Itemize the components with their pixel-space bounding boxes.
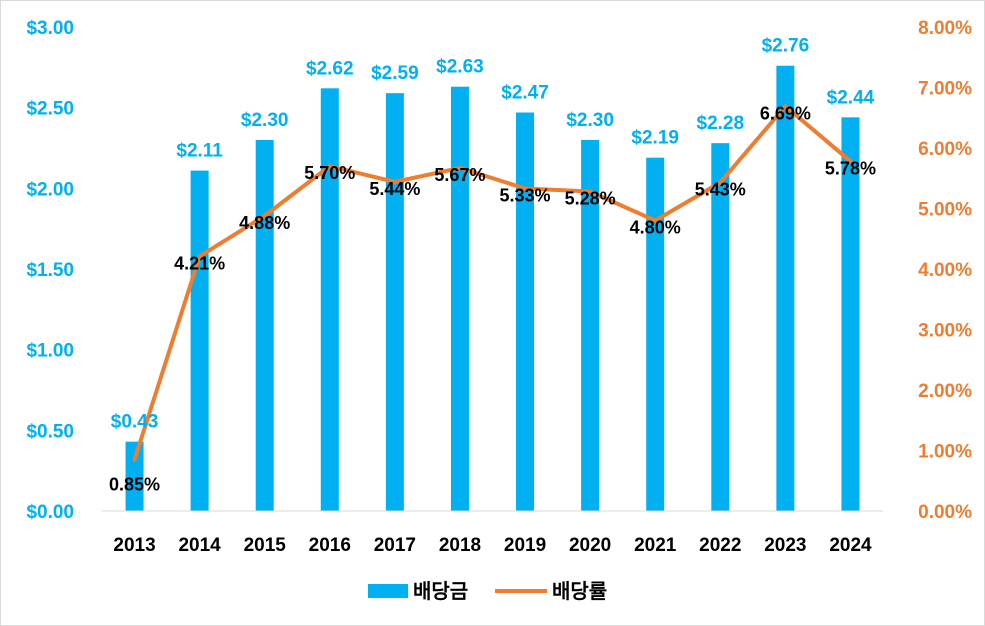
left-tick-label: $2.00 <box>26 179 74 200</box>
bar-value-label-2022: $2.28 <box>697 113 745 134</box>
yield-value-label-2021: 4.80% <box>630 218 681 238</box>
line-layer <box>132 104 853 462</box>
right-tick-label: 2.00% <box>918 381 972 402</box>
yield-value-label-2015: 4.88% <box>239 213 290 233</box>
right-tick-label: 1.00% <box>918 442 972 463</box>
right-tick-label: 3.00% <box>918 321 972 342</box>
bar-2015 <box>255 139 274 511</box>
yield-value-label-2013: 0.85% <box>109 475 160 495</box>
bar-value-label-2023: $2.76 <box>762 36 810 57</box>
bar-2017 <box>385 93 404 511</box>
right-tick-label: 5.00% <box>918 200 972 221</box>
bar-value-label-2017: $2.59 <box>371 63 419 84</box>
bar-2019 <box>516 112 535 512</box>
bar-2021 <box>646 157 665 511</box>
x-tick-label: 2015 <box>244 535 287 556</box>
x-tick-label: 2016 <box>309 535 351 556</box>
bar-2018 <box>450 86 469 512</box>
bar-2014 <box>190 170 209 511</box>
bar-2024 <box>841 117 860 511</box>
x-tick-label: 2023 <box>764 535 806 556</box>
bar-2013 <box>125 441 144 511</box>
left-tick-label: $3.00 <box>26 18 74 39</box>
bar-value-label-2021: $2.19 <box>631 128 679 149</box>
yield-value-label-2016: 5.70% <box>304 163 355 183</box>
bar-value-label-2013: $0.43 <box>111 412 159 433</box>
left-tick-label: $1.50 <box>26 260 74 281</box>
x-tick-label: 2022 <box>699 535 741 556</box>
left-tick-label: $2.50 <box>26 99 74 120</box>
x-tick-label: 2014 <box>178 535 221 556</box>
right-tick-label: 6.00% <box>918 139 972 160</box>
yield-line <box>132 104 853 462</box>
bar-value-label-2019: $2.47 <box>501 83 549 104</box>
x-tick-label: 2019 <box>504 535 546 556</box>
bar-2022 <box>711 143 730 511</box>
x-tick-label: 2024 <box>829 535 872 556</box>
x-tick-label: 2020 <box>569 535 611 556</box>
bar-value-label-2020: $2.30 <box>566 110 614 131</box>
yield-value-label-2014: 4.21% <box>174 253 225 273</box>
x-tick-label: 2017 <box>374 535 416 556</box>
yield-value-label-2019: 5.33% <box>500 186 551 206</box>
legend: 배당금 배당률 <box>368 580 607 603</box>
right-tick-label: 7.00% <box>918 79 972 100</box>
left-tick-label: $0.00 <box>26 502 74 523</box>
left-axis-ticks: $0.00 $0.50 $1.00 $1.50 $2.00 $2.50 $3.00 <box>26 18 74 523</box>
bar-value-label-2016: $2.62 <box>306 58 354 79</box>
right-tick-label: 0.00% <box>918 502 972 523</box>
yield-value-label-2017: 5.44% <box>369 179 420 199</box>
legend-bar-swatch <box>368 584 408 598</box>
bar-2023 <box>776 65 795 511</box>
legend-line-label: 배당률 <box>552 580 607 603</box>
bar-2016 <box>320 88 339 511</box>
bar-value-label-2014: $2.11 <box>176 141 223 162</box>
right-tick-label: 4.00% <box>918 260 972 281</box>
yield-value-label-2022: 5.43% <box>695 179 746 199</box>
left-tick-label: $0.50 <box>26 421 74 442</box>
bar-value-label-2015: $2.30 <box>241 110 289 131</box>
yield-value-label-2023: 6.69% <box>760 103 811 123</box>
bars-layer <box>125 65 860 512</box>
left-tick-label: $1.00 <box>26 341 74 362</box>
yield-value-label-2018: 5.67% <box>434 165 485 185</box>
legend-bar-label: 배당금 <box>413 580 468 603</box>
bar-labels-layer: $0.43 $2.11 $2.30 $2.62 $2.59 $2.63 $2.47 $2.30… <box>111 36 875 433</box>
bar-value-label-2018: $2.63 <box>436 57 484 78</box>
x-tick-label: 2018 <box>439 535 481 556</box>
bar-value-label-2024: $2.44 <box>827 87 875 108</box>
right-axis-ticks: 0.00% 1.00% 2.00% 3.00% 4.00% 5.00% 6.00% 7.00%… <box>918 18 972 523</box>
yield-value-label-2024: 5.78% <box>825 158 876 178</box>
x-tick-label: 2021 <box>634 535 677 556</box>
yield-value-label-2020: 5.28% <box>565 189 616 209</box>
bar-2020 <box>581 139 600 511</box>
line-labels-layer: 0.85% 4.21% 4.88% 5.70% 5.44% 5.67% 5.33% 5.28%… <box>109 103 876 494</box>
x-axis-ticks: 2013 2014 2015 2016 2017 2018 2019 2020 2021 2022… <box>113 535 872 556</box>
right-tick-label: 8.00% <box>918 18 972 39</box>
x-tick-label: 2013 <box>113 535 155 556</box>
